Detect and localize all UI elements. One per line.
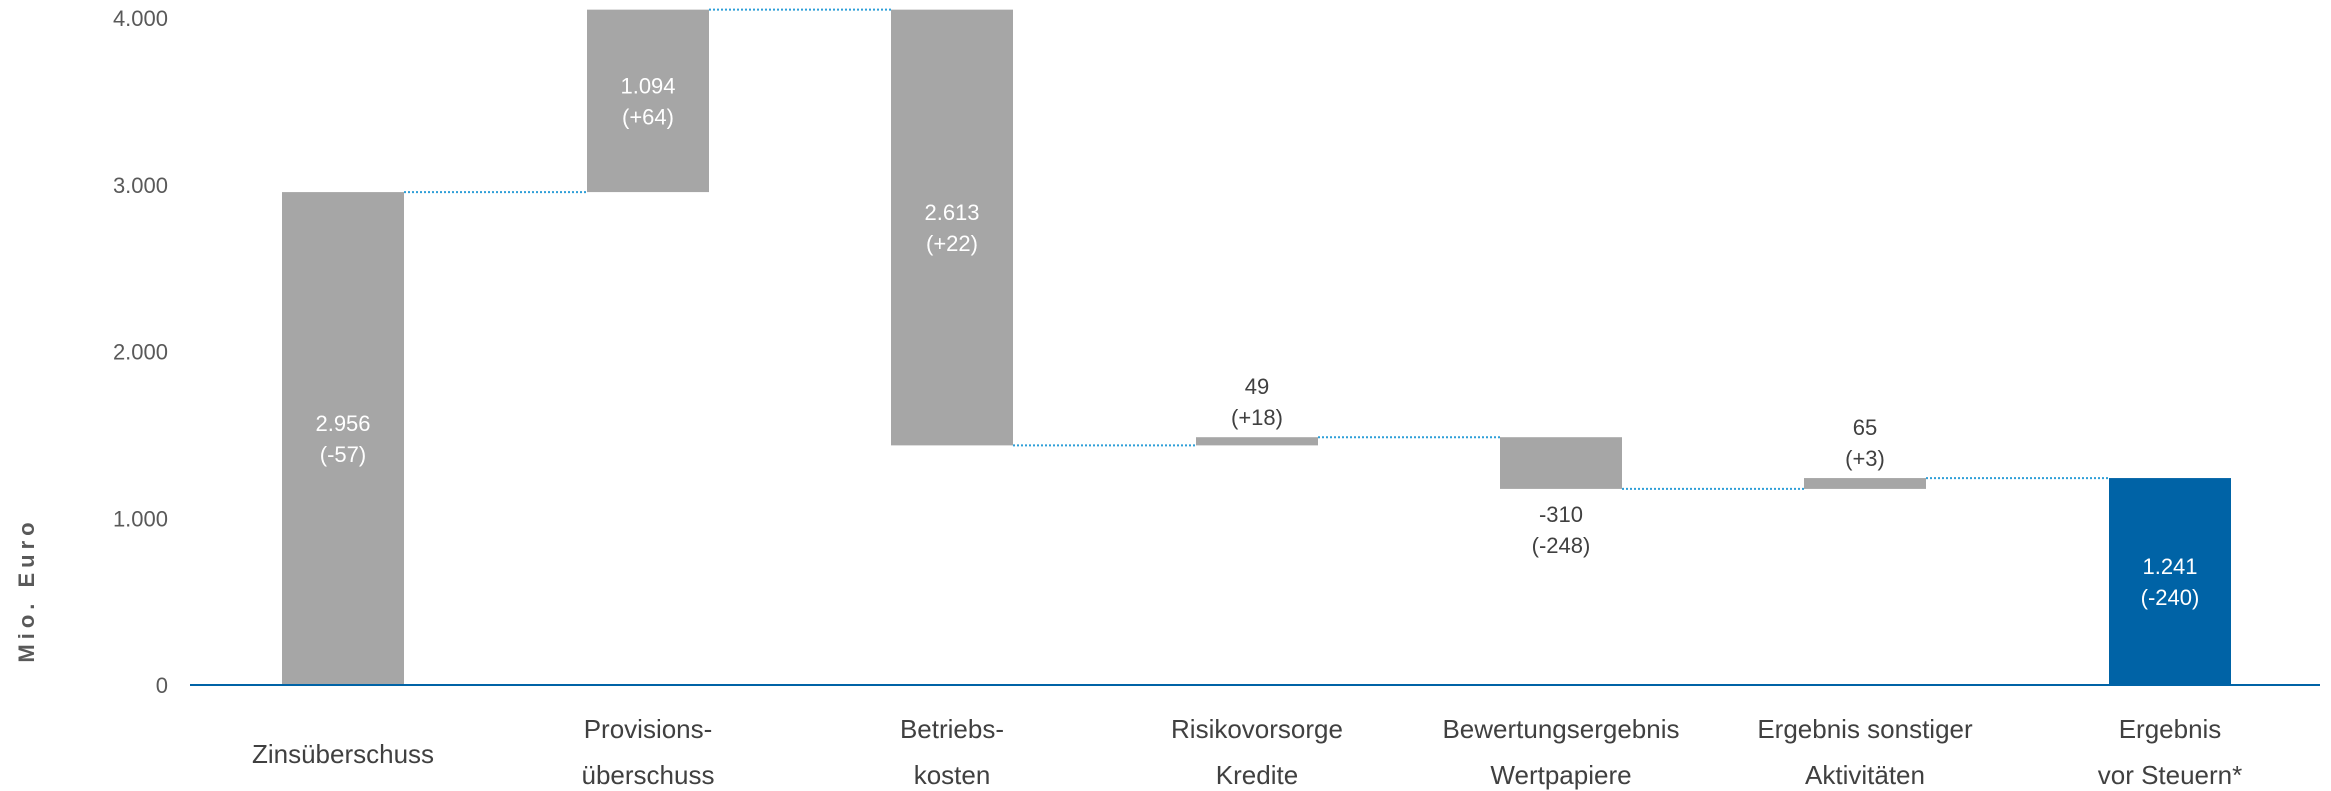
bar-value-label: (+3) <box>1845 446 1885 471</box>
waterfall-bar <box>1500 437 1622 489</box>
y-tick-label: 2.000 <box>113 340 168 365</box>
waterfall-bar <box>282 192 404 685</box>
category-label: überschuss <box>582 760 715 790</box>
bar-value-label: 2.956 <box>315 411 370 436</box>
category-label: Wertpapiere <box>1490 760 1631 790</box>
y-tick-label: 3.000 <box>113 173 168 198</box>
bars <box>282 9 2231 685</box>
y-tick-label: 0 <box>156 673 168 698</box>
y-axis-ticks: 0 1.000 2.000 3.000 4.000 <box>113 6 168 698</box>
bar-value-label: -310 <box>1539 502 1583 527</box>
bar-value-label: (-240) <box>2141 585 2200 610</box>
connector-lines <box>404 8 2109 490</box>
y-tick-label: 1.000 <box>113 506 168 531</box>
bar-value-label: (-57) <box>320 442 366 467</box>
category-label: Bewertungsergebnis <box>1442 714 1679 744</box>
waterfall-bar <box>1196 437 1318 446</box>
waterfall-bar <box>1804 478 1926 489</box>
bar-value-label: 1.241 <box>2142 554 2197 579</box>
y-axis-label: Mio. Euro <box>14 517 39 662</box>
category-label: Zinsüberschuss <box>252 739 434 769</box>
total-bar <box>2109 478 2231 685</box>
category-label: kosten <box>914 760 991 790</box>
category-label: vor Steuern* <box>2098 760 2243 790</box>
category-labels: Zinsüberschuss Provisions-überschuss Betri… <box>252 714 2242 790</box>
bar-value-label: (-248) <box>1532 533 1591 558</box>
category-label: Kredite <box>1216 760 1298 790</box>
bar-labels: 2.956 (-57) 1.094 (+64) 2.613 (+22) 49 (+18) -31… <box>315 73 2199 610</box>
category-label: Ergebnis <box>2119 714 2222 744</box>
y-tick-label: 4.000 <box>113 6 168 31</box>
category-label: Betriebs- <box>900 714 1004 744</box>
bar-value-label: 1.094 <box>620 73 675 98</box>
category-label: Aktivitäten <box>1805 760 1925 790</box>
category-label: Risikovorsorge <box>1171 714 1343 744</box>
category-label: Ergebnis sonstiger <box>1757 714 1973 744</box>
bar-value-label: 49 <box>1245 374 1269 399</box>
waterfall-bar <box>891 9 1013 446</box>
bar-value-label: (+22) <box>926 231 978 256</box>
category-label: Provisions- <box>584 714 713 744</box>
bar-value-label: 65 <box>1853 415 1877 440</box>
bar-value-label: (+18) <box>1231 405 1283 430</box>
bar-value-label: 2.613 <box>924 200 979 225</box>
waterfall-bar <box>587 9 709 193</box>
bar-value-label: (+64) <box>622 104 674 129</box>
